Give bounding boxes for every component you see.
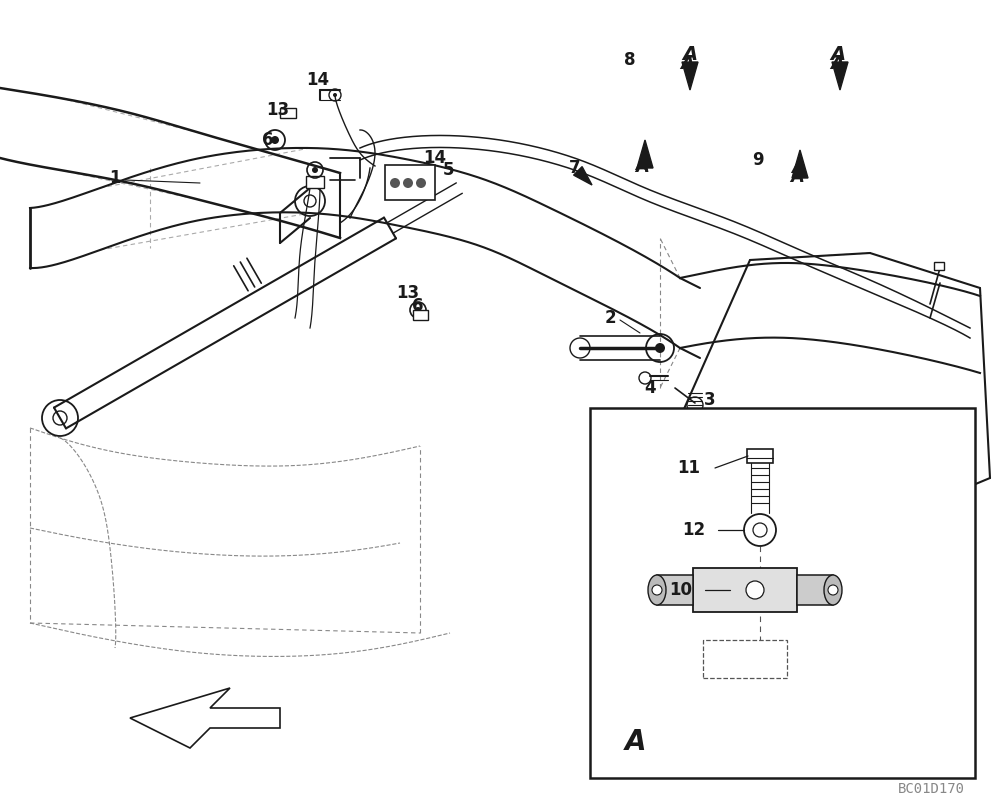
Circle shape <box>415 307 421 313</box>
Ellipse shape <box>648 575 666 605</box>
Bar <box>657 575 693 605</box>
Text: 9: 9 <box>752 151 764 169</box>
Text: A: A <box>682 45 698 64</box>
Bar <box>413 310 428 320</box>
Bar <box>693 568 797 612</box>
Text: 4: 4 <box>644 379 656 397</box>
Polygon shape <box>682 62 698 90</box>
Circle shape <box>828 585 838 595</box>
Text: A: A <box>625 728 646 756</box>
Polygon shape <box>574 166 592 185</box>
Text: 10: 10 <box>669 581 692 599</box>
Text: 13: 13 <box>266 101 290 119</box>
Polygon shape <box>792 150 808 178</box>
Text: A: A <box>636 156 648 174</box>
Text: 2: 2 <box>604 309 616 327</box>
Text: 5: 5 <box>442 161 454 179</box>
Circle shape <box>333 93 337 97</box>
Text: 8: 8 <box>624 51 636 69</box>
Bar <box>934 262 944 270</box>
Ellipse shape <box>824 575 842 605</box>
Bar <box>703 640 787 678</box>
Circle shape <box>655 343 665 353</box>
Polygon shape <box>832 62 848 90</box>
Text: A: A <box>680 55 694 73</box>
Text: BC01D170: BC01D170 <box>898 782 965 796</box>
Text: A: A <box>830 45 846 64</box>
Bar <box>590 408 975 778</box>
Bar <box>797 575 833 605</box>
Circle shape <box>271 136 279 144</box>
Circle shape <box>390 178 400 188</box>
Text: 6: 6 <box>412 297 424 315</box>
Text: 7: 7 <box>569 159 581 177</box>
Text: 11: 11 <box>677 459 700 477</box>
Bar <box>280 108 296 118</box>
Text: 14: 14 <box>306 71 330 89</box>
Circle shape <box>652 585 662 595</box>
Text: 14: 14 <box>423 149 447 167</box>
Circle shape <box>312 167 318 173</box>
Text: 12: 12 <box>682 521 705 539</box>
Text: 1: 1 <box>109 169 121 187</box>
Polygon shape <box>637 140 653 168</box>
Text: 3: 3 <box>704 391 716 409</box>
Bar <box>385 165 435 200</box>
Text: A: A <box>790 168 804 186</box>
Polygon shape <box>130 688 280 748</box>
Circle shape <box>416 178 426 188</box>
Text: A: A <box>635 158 649 176</box>
Bar <box>747 449 773 463</box>
Circle shape <box>746 581 764 599</box>
Circle shape <box>403 178 413 188</box>
Text: 13: 13 <box>396 284 420 302</box>
Bar <box>306 176 324 188</box>
Text: A: A <box>792 159 804 177</box>
Text: 6: 6 <box>262 131 274 149</box>
Text: A: A <box>830 55 844 73</box>
